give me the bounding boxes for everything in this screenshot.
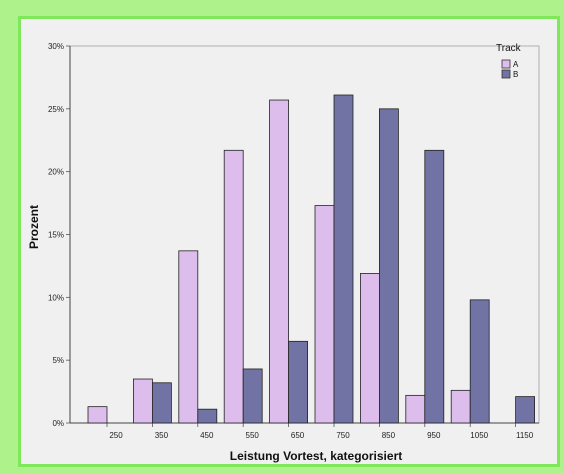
frame-band-right xyxy=(560,0,564,473)
legend: Track A B xyxy=(496,43,522,79)
y-axis-title: Prozent xyxy=(27,205,41,249)
bar-b-850 xyxy=(378,108,399,424)
x-tick-label: 750 xyxy=(336,431,350,440)
x-tick-label: 250 xyxy=(109,431,123,440)
bar-a-250 xyxy=(87,406,108,424)
bar-b-950 xyxy=(424,149,445,424)
x-tick-label: 850 xyxy=(382,431,396,440)
y-tick-label: 30% xyxy=(48,42,64,51)
bar-b-750 xyxy=(333,94,354,424)
y-axis: 0% 5% 10% 15% 20% 25% 30% xyxy=(48,42,71,428)
x-tick-label: 450 xyxy=(200,431,214,440)
bar-a-850 xyxy=(359,273,380,424)
bar-b-450 xyxy=(197,408,218,424)
legend-swatch-b xyxy=(501,69,511,79)
bar-a-350 xyxy=(132,378,153,424)
x-tick-label: 350 xyxy=(155,431,169,440)
legend-label-a: A xyxy=(513,60,519,69)
x-tick-label: 650 xyxy=(291,431,305,440)
legend-swatch-a xyxy=(501,59,511,69)
frame-band-top xyxy=(0,0,564,16)
x-tick-label: 550 xyxy=(246,431,260,440)
bar-a-1050 xyxy=(450,389,471,424)
y-tick-label: 15% xyxy=(48,231,64,240)
x-axis: 250 350 450 550 650 750 850 950 1050 1150 xyxy=(70,422,539,440)
x-tick-label: 950 xyxy=(427,431,441,440)
bar-b-1150 xyxy=(515,396,535,424)
bar-b-650 xyxy=(288,340,309,424)
legend-title: Track xyxy=(496,43,522,54)
bar-a-950 xyxy=(405,394,426,424)
y-tick-label: 20% xyxy=(48,168,64,177)
bar-a-650 xyxy=(269,99,290,424)
bar-a-450 xyxy=(178,250,199,424)
bar-a-550 xyxy=(223,149,244,424)
frame-band-bottom xyxy=(0,467,564,473)
x-tick-label: 1150 xyxy=(516,431,534,440)
bar-a-750 xyxy=(314,205,335,424)
y-tick-label: 25% xyxy=(48,105,64,114)
y-tick-label: 5% xyxy=(52,356,64,365)
x-axis-title: Leistung Vortest, kategorisiert xyxy=(230,449,402,463)
y-tick-label: 10% xyxy=(48,293,64,302)
bar-b-350 xyxy=(151,382,172,424)
bar-b-1050 xyxy=(469,299,490,424)
bars xyxy=(87,94,535,424)
legend-label-b: B xyxy=(513,70,518,79)
bar-b-550 xyxy=(242,368,263,424)
x-tick-label: 1050 xyxy=(470,431,488,440)
frame-band-left xyxy=(0,0,18,473)
y-tick-label: 0% xyxy=(52,419,64,428)
